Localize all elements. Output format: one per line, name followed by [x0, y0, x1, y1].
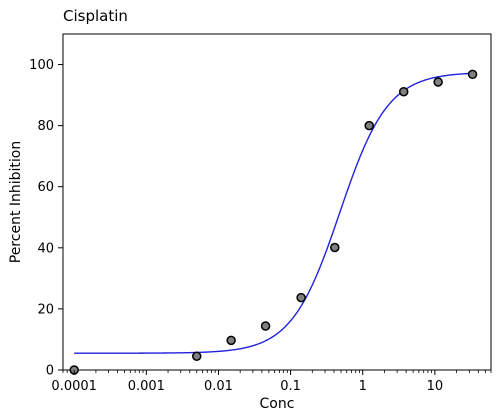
data-point [296, 292, 306, 303]
y-tick-label: 20 [37, 302, 54, 317]
data-point [398, 86, 409, 97]
x-axis-label: Conc [260, 396, 295, 412]
y-tick-label: 40 [37, 241, 54, 256]
x-tick-label: 0.0001 [51, 379, 97, 394]
chart-title: Cisplatin [63, 7, 128, 25]
y-axis-ticks: 0 20 40 60 80 100 [29, 58, 63, 379]
x-tick-label: 1 [359, 379, 367, 394]
x-tick-label: 10 [427, 379, 444, 394]
data-point [226, 335, 236, 346]
y-tick-label: 0 [46, 364, 54, 379]
x-axis-ticks: 0.0001 0.001 0.01 0.1 1 10 [51, 370, 492, 394]
data-point [433, 77, 443, 87]
y-tick-label: 100 [29, 58, 54, 73]
y-tick-label: 60 [37, 180, 54, 195]
x-tick-label: 0.001 [128, 379, 165, 394]
y-axis-label: Percent Inhibition [8, 141, 24, 264]
data-point [330, 242, 340, 253]
data-point [191, 351, 202, 362]
data-point [364, 120, 374, 131]
data-point [467, 69, 478, 80]
data-point [260, 321, 271, 331]
data-points-layer [69, 69, 478, 375]
y-tick-label: 80 [37, 119, 54, 134]
x-tick-label: 0.01 [204, 379, 233, 394]
x-tick-label: 0.1 [280, 379, 301, 394]
plot-area [62, 33, 492, 371]
